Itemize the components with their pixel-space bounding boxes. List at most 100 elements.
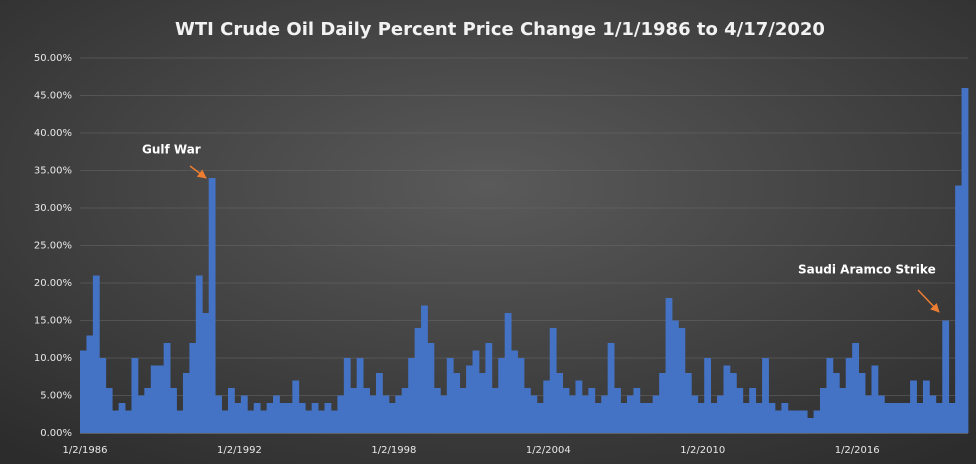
bar [839,388,847,433]
bar [144,388,152,433]
bar [729,373,737,433]
bar [543,380,551,433]
bar [916,403,924,433]
bar [794,410,802,433]
bar [768,403,776,433]
bar [704,358,712,433]
bar [150,365,158,433]
bar [112,410,120,433]
bar [678,328,686,433]
bar [762,358,769,433]
bar [202,313,210,433]
bar [195,275,203,433]
bar [421,305,428,433]
bar [890,403,898,433]
annotation: Gulf War [142,143,201,157]
bar [266,403,274,433]
bar [620,403,628,433]
bar [311,403,319,433]
bar [942,320,950,433]
bar [478,373,486,433]
bar [234,403,242,433]
bar [170,388,177,433]
bar [929,395,937,433]
bars [80,88,969,433]
bar [504,313,512,433]
bar [485,343,493,433]
bar [446,358,454,433]
y-tick-label: 25.00% [34,241,72,252]
bar [910,380,917,433]
bar [588,388,596,433]
bar [324,403,332,433]
bar [710,403,718,433]
bar [903,403,911,433]
bar [569,395,576,433]
y-tick-label: 20.00% [34,278,72,289]
bar [260,410,268,433]
bar [556,373,564,433]
bar [343,358,351,433]
bar [459,388,467,433]
bar [807,418,814,433]
bar [659,373,666,433]
bar [639,403,647,433]
annotation: Saudi Aramco Strike [798,263,936,277]
bar [826,358,834,433]
bar [948,403,956,433]
bar [626,395,634,433]
y-tick-label: 30.00% [34,203,72,214]
bar [318,410,325,433]
y-tick-label: 45.00% [34,91,72,102]
bar [614,388,621,433]
bar [800,410,808,433]
bar [427,343,435,433]
bar [897,403,905,433]
bar [575,380,583,433]
bar [755,403,763,433]
bar [189,343,197,433]
x-tick-label: 1/2/1992 [217,445,262,456]
bar [517,358,525,433]
bar [646,403,654,433]
bar [511,350,518,433]
bar [118,403,126,433]
bar [247,410,255,433]
bar [530,395,538,433]
bar [215,395,222,433]
annotation-arrow [189,165,207,179]
bar [401,388,409,433]
bar [581,395,589,433]
bar [395,395,403,433]
y-tick-label: 15.00% [34,316,72,327]
bar [137,395,145,433]
bar [414,328,422,433]
bar [350,388,358,433]
bar [845,358,853,433]
y-tick-label: 40.00% [34,128,72,139]
bar [498,358,506,433]
bar [922,380,930,433]
bar [832,373,840,433]
bar [562,388,570,433]
bar [961,88,969,433]
bar [742,403,750,433]
bar [208,178,216,433]
y-tick-label: 10.00% [34,353,72,364]
bar [382,395,390,433]
bar [736,388,744,433]
bar [672,320,679,433]
bar [440,395,448,433]
bar [330,410,338,433]
bar [221,410,229,433]
bar [820,388,827,433]
bar [433,388,441,433]
bar [388,403,396,433]
bar [163,343,171,433]
x-tick-label: 1/2/1998 [371,445,416,456]
y-tick-label: 5.00% [40,391,72,402]
bar [697,403,705,433]
bar [491,388,499,433]
chart-title: WTI Crude Oil Daily Percent Price Change… [175,19,825,40]
bar [182,373,190,433]
